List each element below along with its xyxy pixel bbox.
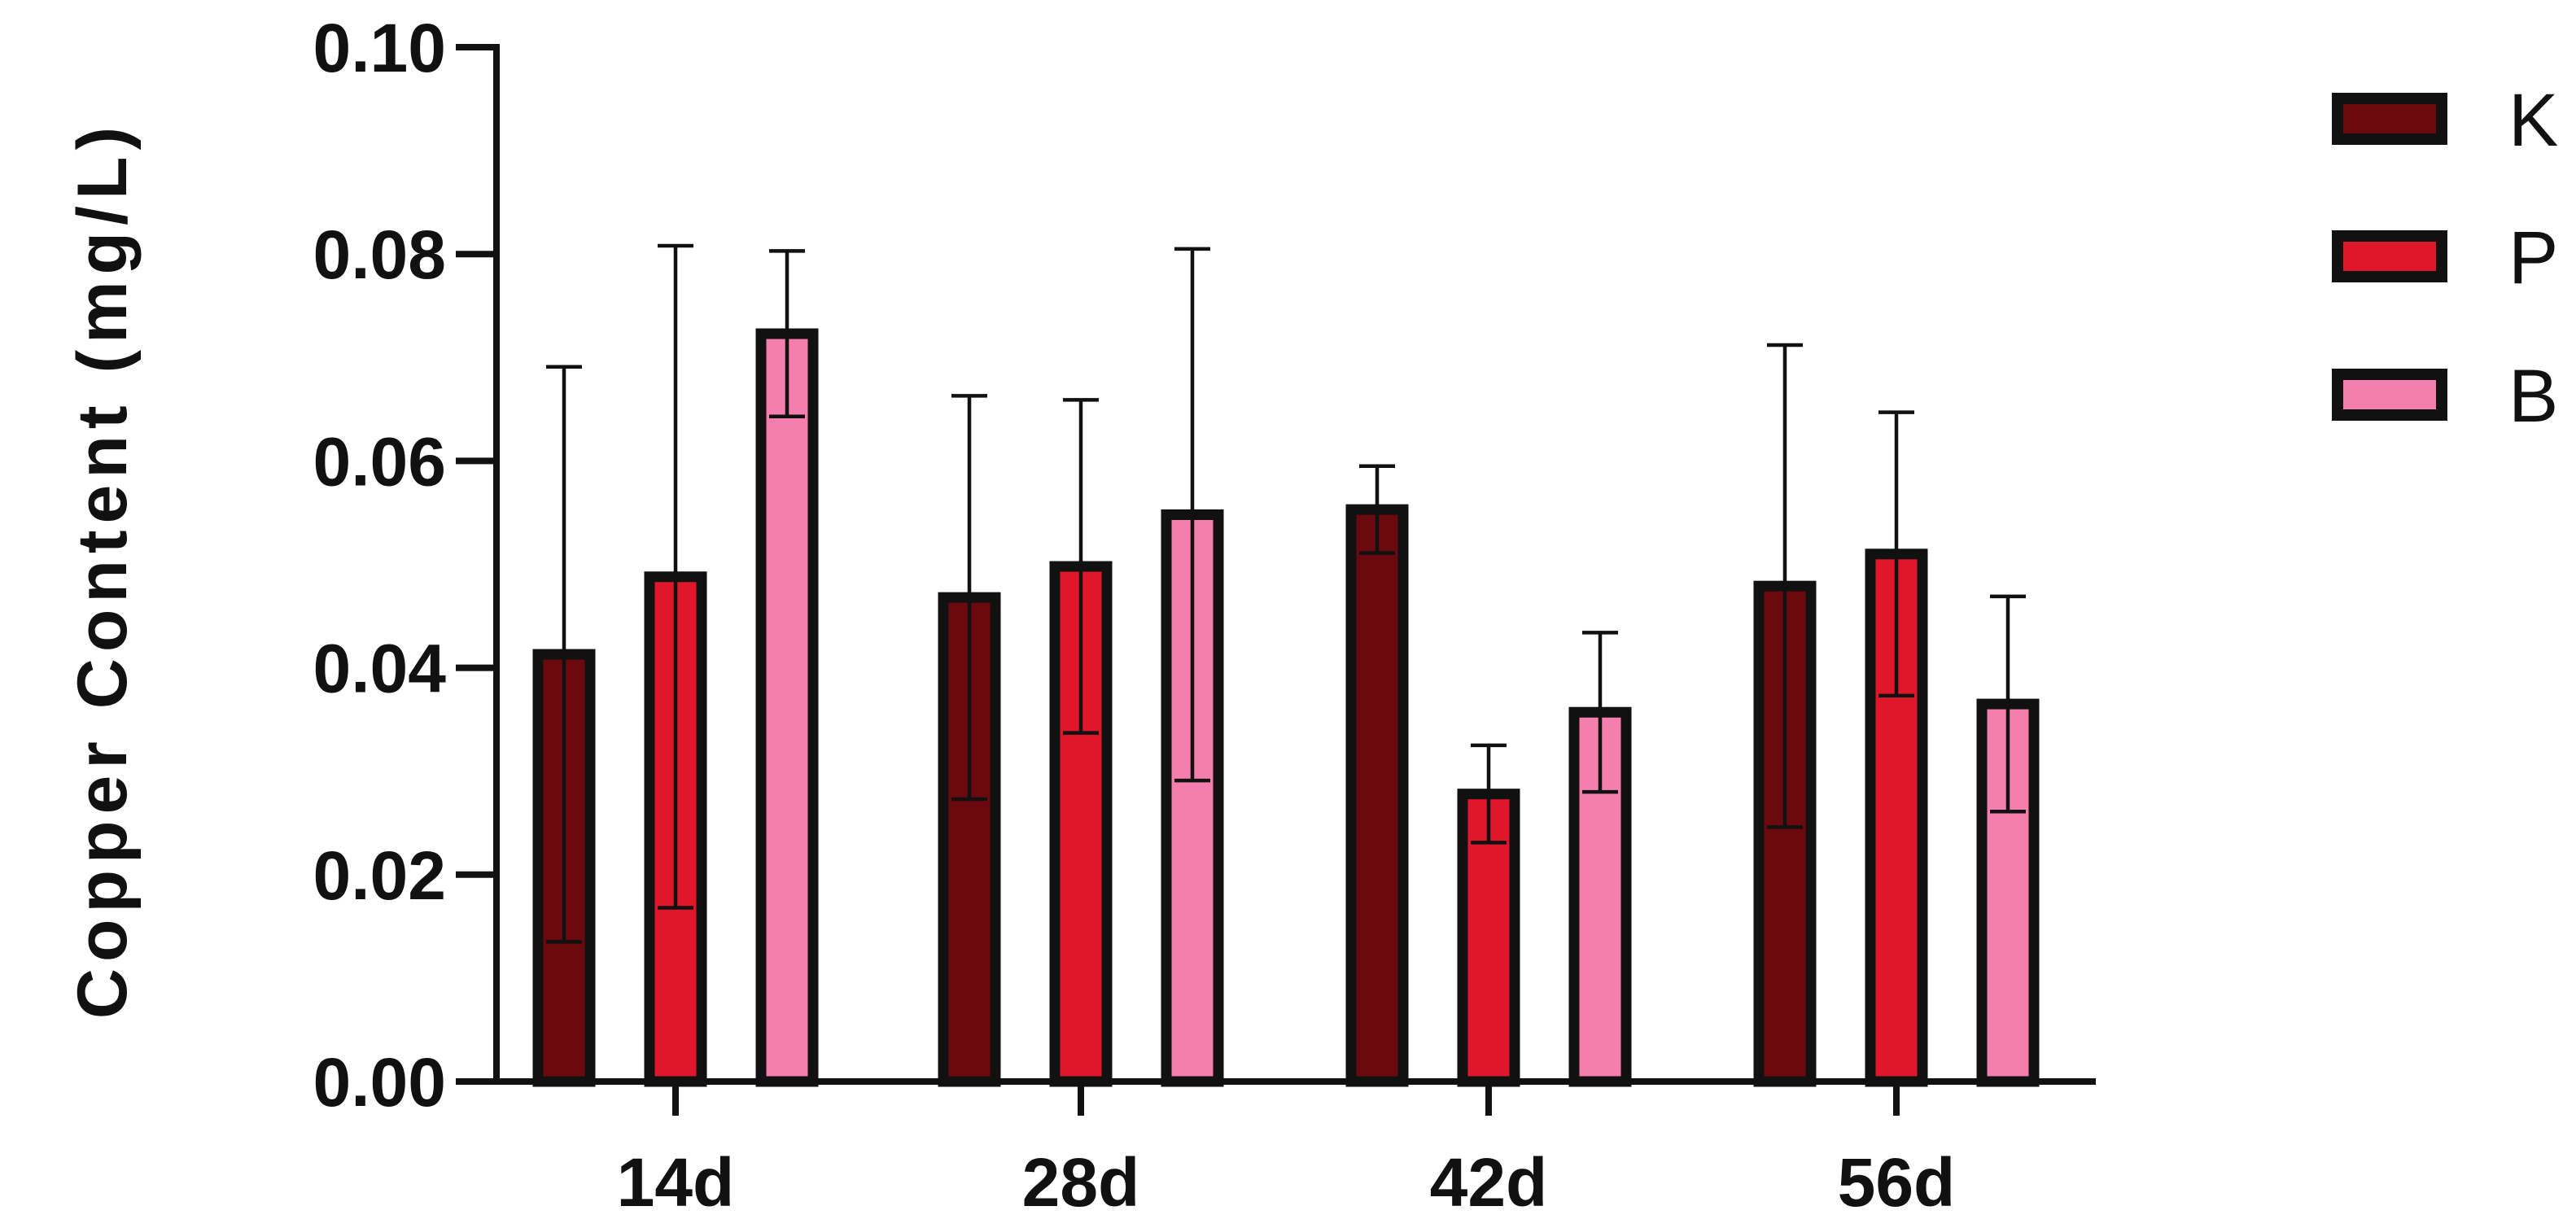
axes-group	[493, 44, 2096, 1085]
legend-label: P	[2508, 216, 2558, 299]
error-bar-P-14d	[658, 243, 693, 910]
x-tick-label: 42d	[1430, 1144, 1548, 1221]
y-axis-label: Copper Content (mg/L)	[63, 120, 142, 1019]
error-bar-B-42d	[1582, 631, 1618, 794]
error-bars-group	[546, 243, 2026, 944]
legend-item-B: B	[2332, 355, 2558, 438]
bars-group	[532, 328, 2040, 1087]
error-bar-K-14d	[546, 365, 582, 944]
y-tick-label: 0.00	[313, 1044, 447, 1121]
legend-swatch	[2332, 230, 2447, 282]
error-bar-B-14d	[769, 249, 805, 418]
error-bar-P-56d	[1878, 410, 1914, 698]
legend-item-K: K	[2332, 79, 2558, 162]
legend: KPB	[2332, 79, 2558, 438]
legend-item-P: P	[2332, 216, 2558, 299]
legend-swatch	[2332, 93, 2447, 145]
error-bar-K-42d	[1359, 464, 1395, 555]
y-tick-label: 0.02	[313, 837, 447, 914]
legend-label: B	[2508, 355, 2558, 438]
error-bar-K-28d	[951, 394, 987, 802]
y-tick-label: 0.10	[313, 10, 447, 86]
y-tick-label: 0.08	[313, 216, 447, 293]
error-bar-K-56d	[1767, 343, 1803, 829]
y-tick-label: 0.06	[313, 423, 447, 500]
x-ticks-group: 14d 28d 42d 56d	[617, 1082, 1956, 1221]
bar-B-14d	[755, 328, 819, 1087]
error-bar-B-56d	[1990, 594, 2026, 814]
x-tick-label: 56d	[1838, 1144, 1956, 1221]
error-bar-P-42d	[1471, 743, 1507, 845]
y-axis-label-group: Copper Content (mg/L)	[63, 120, 142, 1019]
y-tick-label: 0.04	[313, 631, 447, 707]
x-tick-label: 28d	[1022, 1144, 1140, 1221]
x-tick-label: 14d	[617, 1144, 735, 1221]
y-ticks-group: 0.00 0.02 0.04 0.06 0.08 0.10	[313, 10, 496, 1121]
error-bar-P-28d	[1063, 398, 1099, 735]
legend-label: K	[2508, 79, 2558, 162]
bar-K-42d	[1345, 504, 1409, 1087]
legend-swatch	[2332, 369, 2447, 421]
error-bar-B-28d	[1174, 247, 1210, 783]
